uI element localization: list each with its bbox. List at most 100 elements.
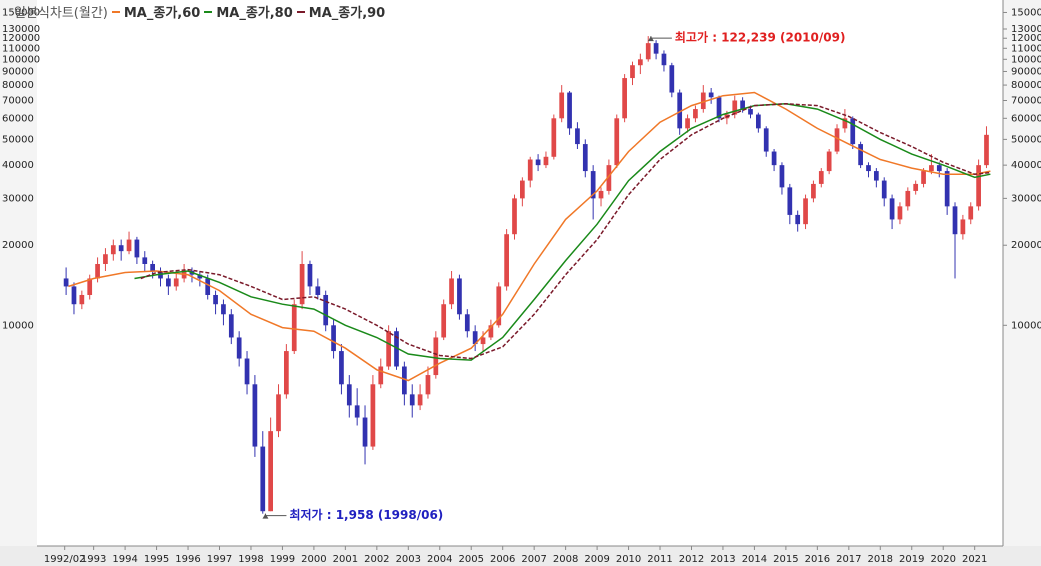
x-tick-label: 2013 xyxy=(710,554,735,565)
x-tick-label: 2009 xyxy=(584,554,609,565)
candle-body xyxy=(716,97,722,119)
y-tick-label: 80000 xyxy=(1011,80,1041,91)
candle-body xyxy=(771,151,777,166)
x-tick-label: 2003 xyxy=(396,554,421,565)
candle-body xyxy=(960,219,966,235)
candle-body xyxy=(496,286,502,326)
candle-body xyxy=(936,165,942,172)
y-tick-label-left: 70000 xyxy=(2,95,34,106)
candle-body xyxy=(984,134,989,166)
x-tick-label: 1993 xyxy=(81,554,106,565)
candle-body xyxy=(378,366,384,385)
candle-body xyxy=(740,100,745,110)
legend-label: MA_종가,80 xyxy=(216,6,293,21)
candle-body xyxy=(661,53,667,66)
candle-body xyxy=(464,314,470,332)
candle-body xyxy=(575,128,580,145)
candle-body xyxy=(630,65,635,79)
legend-label: MA_종가,90 xyxy=(308,6,386,21)
candle-body xyxy=(708,92,714,98)
candle-body xyxy=(425,375,431,395)
candle-body xyxy=(276,394,281,432)
candle-body xyxy=(110,245,116,255)
candle-body xyxy=(826,151,832,172)
candle-body xyxy=(457,278,462,315)
candle-body xyxy=(95,263,100,279)
candle-body xyxy=(354,405,360,418)
candle-body xyxy=(142,257,148,264)
candle-body xyxy=(921,171,926,184)
x-tick-label: 1998 xyxy=(238,554,263,565)
legend: 일본식차트(월간) MA_종가,60 MA_종가,80 MA_종가,90 xyxy=(14,2,385,21)
y-tick-label: 70000 xyxy=(1011,95,1041,106)
candle-body xyxy=(803,198,808,225)
candle-body xyxy=(433,337,439,376)
annotation: 최저가 : 1,958 (1998/06) xyxy=(289,507,443,522)
ma-line xyxy=(68,91,991,382)
candle-body xyxy=(331,325,336,352)
candle-body xyxy=(905,190,911,207)
y-tick-label: 20000 xyxy=(1011,240,1041,251)
y-tick-label-left: 90000 xyxy=(2,66,34,77)
y-tick-label-left: 120000 xyxy=(2,33,40,44)
x-tick-label: 2002 xyxy=(364,554,389,565)
x-tick-label: 2000 xyxy=(301,554,326,565)
candle-body xyxy=(748,109,753,115)
candle-body xyxy=(834,128,840,152)
candle-body xyxy=(527,159,533,181)
candle-body xyxy=(291,304,297,352)
x-tick-label: 1997 xyxy=(207,554,232,565)
x-tick-label: 2011 xyxy=(647,554,672,565)
candle-body xyxy=(386,331,391,367)
candle-body xyxy=(346,384,352,406)
candle-body xyxy=(795,214,801,225)
candle-body xyxy=(228,314,234,338)
candle-body xyxy=(763,128,769,152)
candle-body xyxy=(394,331,399,367)
candle-body xyxy=(205,278,211,295)
y-tick-label-left: 30000 xyxy=(2,193,34,204)
x-tick-label: 1999 xyxy=(270,554,295,565)
annotation: 최고가 : 122,239 (2010/09) xyxy=(675,30,846,45)
legend-swatch xyxy=(296,10,305,13)
candle-body xyxy=(622,78,627,119)
y-tick-label: 90000 xyxy=(1011,66,1041,77)
x-tick-label: 2014 xyxy=(742,554,767,565)
y-tick-label-left: 150000 xyxy=(2,7,40,18)
candle-body xyxy=(968,206,974,220)
candle-body xyxy=(590,171,596,199)
legend-swatch xyxy=(204,10,213,13)
y-tick-label-left: 40000 xyxy=(2,160,34,171)
candle-body xyxy=(118,245,124,252)
candle-body xyxy=(134,239,140,258)
candle-body xyxy=(103,254,108,264)
x-tick-label: 2008 xyxy=(553,554,578,565)
candle-body xyxy=(889,198,895,220)
y-tick-label-left: 60000 xyxy=(2,113,34,124)
y-tick-label: 150000 xyxy=(1011,7,1041,18)
candle-body xyxy=(63,278,69,287)
candle-body xyxy=(543,156,549,166)
candle-body xyxy=(818,171,824,184)
x-axis-band xyxy=(0,546,1041,566)
candle-body xyxy=(480,337,486,345)
candle-body xyxy=(685,118,690,129)
x-tick-label: 2007 xyxy=(521,554,546,565)
candle-body xyxy=(881,180,887,199)
y-tick-label: 50000 xyxy=(1011,134,1041,145)
candle-body xyxy=(488,325,494,338)
x-tick-label: 1995 xyxy=(144,554,169,565)
candle-body xyxy=(150,263,155,271)
candle-body xyxy=(126,239,132,252)
candle-body xyxy=(700,92,706,110)
candle-body xyxy=(598,190,604,199)
candle-body xyxy=(693,109,698,119)
chart-title: 일본식차트(월간) xyxy=(14,6,108,21)
candle-body xyxy=(417,394,423,406)
candle-body xyxy=(173,278,179,287)
candle-body xyxy=(535,159,541,166)
candle-body xyxy=(315,286,321,295)
candle-body xyxy=(244,358,250,385)
y-tick-label-left: 50000 xyxy=(2,134,34,145)
plot-area xyxy=(37,0,1003,546)
